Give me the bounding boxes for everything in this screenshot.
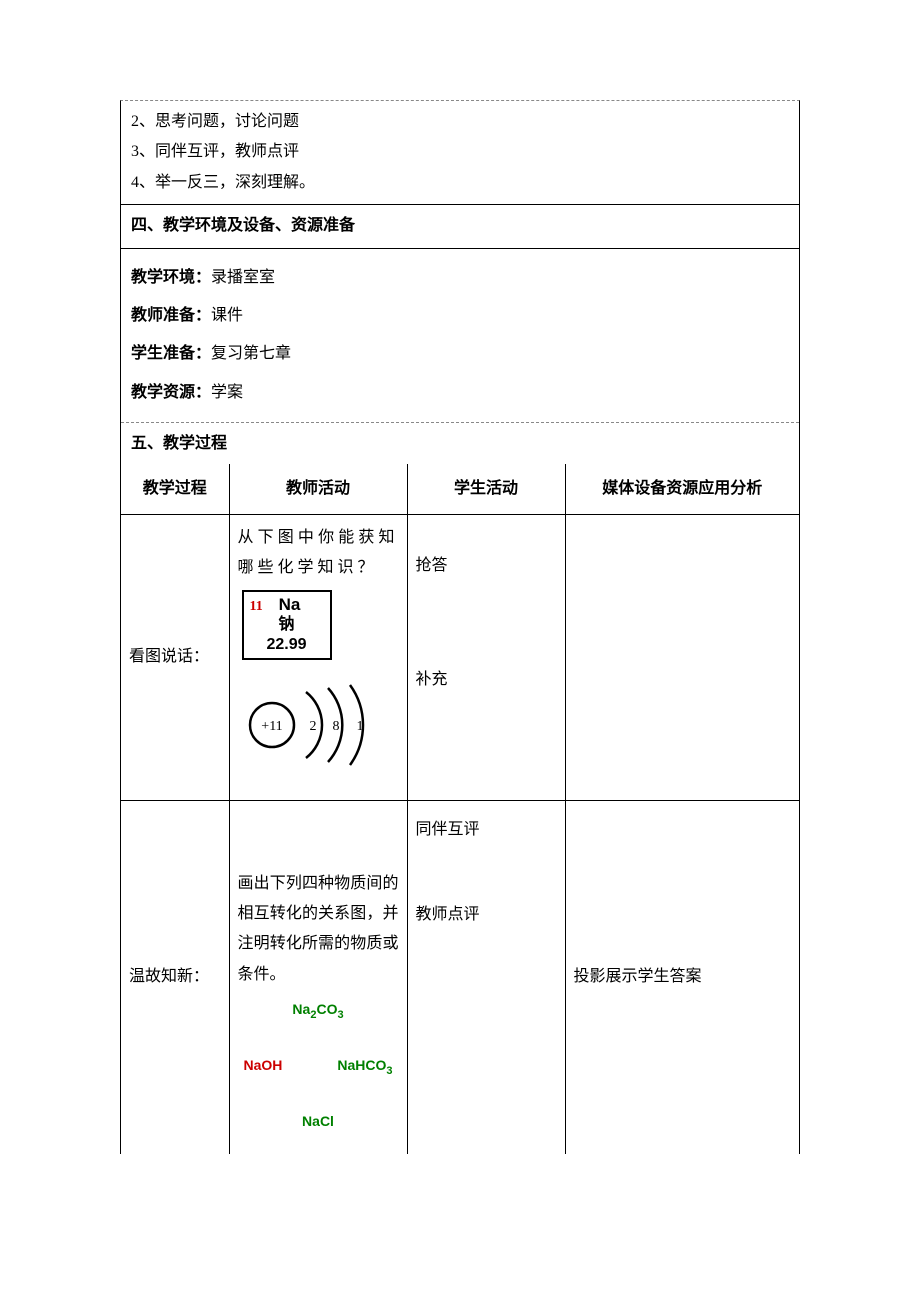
student-action: 抢答 xyxy=(416,529,557,603)
spacer xyxy=(416,845,557,900)
spacer xyxy=(240,1084,397,1106)
field-row: 教师准备：课件 xyxy=(131,297,789,335)
field-row: 教学环境：录播室室 xyxy=(131,259,789,297)
media-cell: 投影展示学生答案 xyxy=(565,800,799,1154)
resource-label: 教学资源： xyxy=(131,384,211,401)
atom-structure-diagram: +11 2 8 1 xyxy=(238,670,399,791)
student-activity-cell: 同伴互评 教师点评 xyxy=(407,800,565,1154)
chem-top-row: Na2CO3 xyxy=(240,996,397,1026)
table-header: 教学过程 xyxy=(121,464,229,515)
field-row: 学生准备：复习第七章 xyxy=(131,335,789,373)
atom-svg-icon: +11 2 8 1 xyxy=(238,670,388,780)
document-page: 2、思考问题，讨论问题 3、同伴互评，教师点评 4、举一反三，深刻理解。 四、教… xyxy=(120,100,800,1154)
env-value: 录播室室 xyxy=(211,269,275,286)
top-list-block: 2、思考问题，讨论问题 3、同伴互评，教师点评 4、举一反三，深刻理解。 xyxy=(121,101,799,205)
field-row: 教学资源：学案 xyxy=(131,374,789,412)
element-name-cn: 钠 xyxy=(244,615,330,635)
shell-1-label: 2 xyxy=(309,719,316,734)
student-activity-cell: 抢答 补充 xyxy=(407,514,565,800)
spacer xyxy=(238,809,399,869)
table-header: 媒体设备资源应用分析 xyxy=(565,464,799,515)
section-4-heading: 四、教学环境及设备、资源准备 xyxy=(121,205,799,248)
student-prep-value: 复习第七章 xyxy=(211,345,291,362)
list-item: 2、思考问题，讨论问题 xyxy=(131,107,789,137)
resource-value: 学案 xyxy=(211,384,243,401)
teacher-instruction: 画出下列四种物质间的相互转化的关系图，并注明转化所需的物质或条件。 xyxy=(238,869,399,991)
teacher-activity-cell: 画出下列四种物质间的相互转化的关系图，并注明转化所需的物质或条件。 Na2CO3… xyxy=(229,800,407,1154)
element-symbol: Na xyxy=(279,595,301,614)
teaching-process-table: 教学过程 教师活动 学生活动 媒体设备资源应用分析 看图说话： 从下图中你能获知… xyxy=(121,464,799,1155)
na-element-card: 11 Na 钠 22.99 xyxy=(242,590,332,661)
nucleus-label: +11 xyxy=(261,719,282,734)
chem-formula: NaHCO3 xyxy=(337,1052,392,1082)
table-header: 学生活动 xyxy=(407,464,565,515)
table-row: 温故知新： 画出下列四种物质间的相互转化的关系图，并注明转化所需的物质或条件。 … xyxy=(121,800,799,1154)
chem-bottom-row: NaCl xyxy=(240,1108,397,1135)
shell-2-label: 8 xyxy=(332,719,339,734)
chem-formula: NaOH xyxy=(244,1052,283,1082)
table-row: 看图说话： 从下图中你能获知哪些化学知识？ 11 Na 钠 22.99 +11 xyxy=(121,514,799,800)
student-action: 教师点评 xyxy=(416,900,557,930)
list-item: 4、举一反三，深刻理解。 xyxy=(131,168,789,198)
na-card-top: 11 Na xyxy=(244,594,330,616)
atomic-mass: 22.99 xyxy=(244,635,330,655)
process-cell: 温故知新： xyxy=(121,800,229,1154)
atomic-number: 11 xyxy=(250,599,263,614)
teacher-question-1: 从下图中你能获知哪些化学知识？ xyxy=(238,523,399,584)
teacher-prep-label: 教师准备： xyxy=(131,307,211,324)
chem-formula: NaCl xyxy=(302,1108,334,1135)
section-5-heading: 五、教学过程 xyxy=(121,423,799,463)
student-action: 补充 xyxy=(416,643,557,717)
env-label: 教学环境： xyxy=(131,269,211,286)
shell-3-label: 1 xyxy=(356,719,363,734)
student-action: 同伴互评 xyxy=(416,815,557,845)
process-cell: 看图说话： xyxy=(121,514,229,800)
teacher-activity-cell: 从下图中你能获知哪些化学知识？ 11 Na 钠 22.99 +11 2 xyxy=(229,514,407,800)
section-4-body: 教学环境：录播室室 教师准备：课件 学生准备：复习第七章 教学资源：学案 xyxy=(121,249,799,424)
spacer xyxy=(416,603,557,643)
chemistry-diagram: Na2CO3 NaOH NaHCO3 NaCl xyxy=(238,990,399,1146)
media-cell xyxy=(565,514,799,800)
table-header-row: 教学过程 教师活动 学生活动 媒体设备资源应用分析 xyxy=(121,464,799,515)
student-prep-label: 学生准备： xyxy=(131,345,211,362)
teacher-prep-value: 课件 xyxy=(211,307,243,324)
chem-middle-row: NaOH NaHCO3 xyxy=(240,1052,397,1082)
spacer xyxy=(240,1028,397,1050)
table-header: 教师活动 xyxy=(229,464,407,515)
chem-formula: Na2CO3 xyxy=(292,996,343,1026)
list-item: 3、同伴互评，教师点评 xyxy=(131,137,789,167)
